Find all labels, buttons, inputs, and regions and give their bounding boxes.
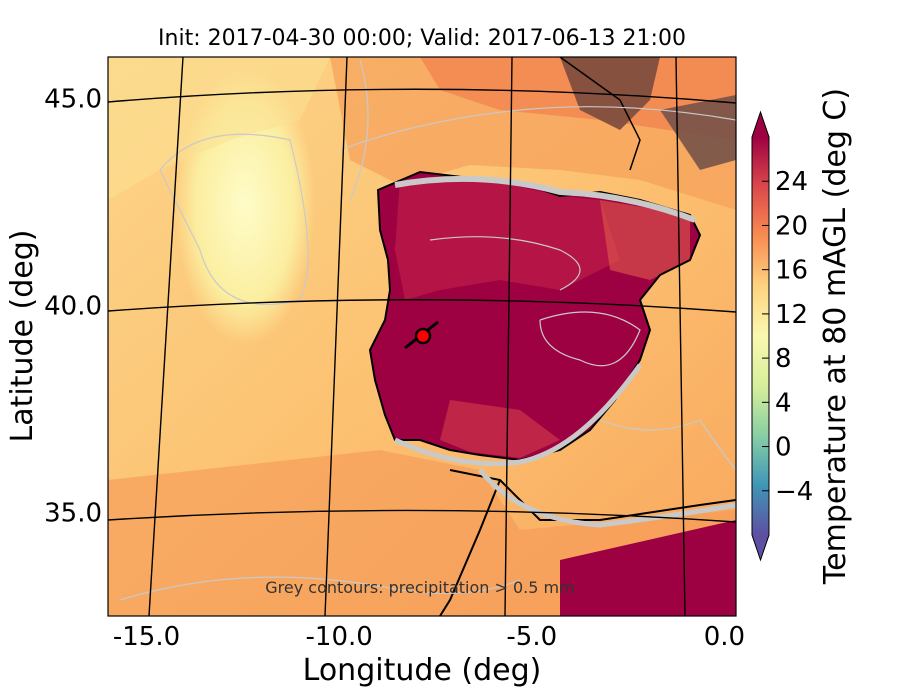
y-tick-label: 45.0 (44, 84, 102, 114)
axes-frame (107, 56, 737, 617)
colorbar-tick-label: 8 (775, 344, 792, 374)
colorbar-ticks: −4 0 4 8 12 16 20 24 (762, 167, 813, 507)
colorbar-tick-label: 4 (775, 388, 792, 418)
colorbar-tick-label: −4 (775, 477, 813, 507)
x-tick-label: -15.0 (113, 622, 180, 652)
colorbar-bar (752, 137, 769, 535)
x-axis-label: Longitude (deg) (303, 653, 542, 688)
colorbar: −4 0 4 8 12 16 20 24 Temperature at 80 mAGL (de… (751, 88, 853, 585)
cool-region-northwest (108, 57, 330, 200)
iberia-northeast (600, 200, 690, 280)
x-tick-label: -10.0 (306, 622, 373, 652)
x-tick-labels: -15.0 -10.0 -5.0 0.0 (113, 622, 745, 652)
hot-north-africa (560, 520, 736, 616)
iberia-south-coast (440, 400, 560, 458)
colorbar-tick-label: 20 (775, 211, 808, 241)
temperature-field (108, 57, 736, 616)
france-coastline (559, 57, 641, 171)
graticule (108, 57, 736, 616)
morocco-coastline (439, 479, 501, 616)
location-marker (414, 327, 432, 345)
colorbar-label: Temperature at 80 mAGL (deg C) (818, 88, 853, 585)
colorbar-tick-label: 12 (775, 300, 808, 330)
plot-title: Init: 2017-04-30 00:00; Valid: 2017-06-1… (158, 26, 686, 51)
y-axis-label: Latitude (deg) (5, 230, 40, 443)
alps-dark-region-east (660, 95, 736, 170)
precip-annotation: Grey contours: precipitation > 0.5 mm (265, 578, 574, 597)
colorbar-extend-max (752, 112, 769, 137)
y-tick-labels: 35.0 40.0 45.0 (44, 84, 102, 528)
colorbar-tick-label: 0 (775, 433, 792, 463)
y-tick-label: 35.0 (44, 498, 102, 528)
colorbar-extend-min (752, 535, 769, 560)
x-tick-label: 0.0 (704, 622, 745, 652)
precip-contours (119, 59, 736, 601)
y-tick-label: 40.0 (44, 291, 102, 321)
colorbar-tick-label: 16 (775, 256, 808, 286)
colorbar-tick-label: 24 (775, 167, 808, 197)
colorbar-outline (751, 110, 770, 562)
x-tick-label: -5.0 (506, 622, 557, 652)
